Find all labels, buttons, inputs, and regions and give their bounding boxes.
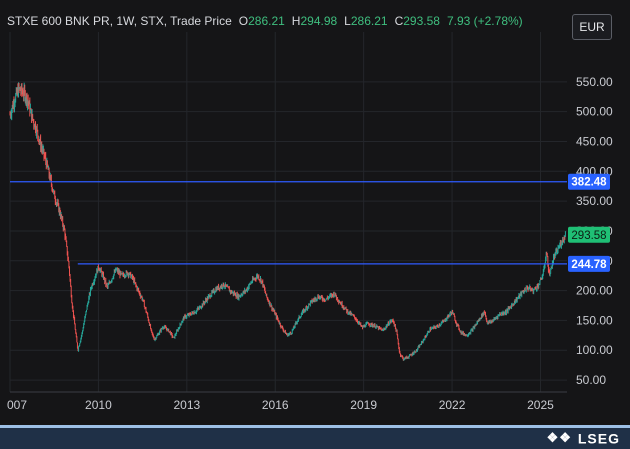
y-tick-label: 200.00 [576,284,613,298]
level-price-label: 244.78 [571,259,607,271]
instrument-name: STXE 600 BNK PR, 1W, STX, Trade Price [7,14,232,28]
high-value: 294.98 [300,14,338,28]
level-price-tag [568,173,610,190]
currency-button[interactable]: EUR [572,14,612,40]
y-tick-label: 550.00 [576,75,613,89]
y-tick-label: 150.00 [576,313,613,327]
x-tick-label: 2013 [173,398,200,412]
level-price-label: 382.48 [571,177,607,189]
high-key: H [291,14,301,28]
x-tick-label: 2010 [85,398,112,412]
y-tick-label: 100.00 [576,343,613,357]
y-tick-label: 500.00 [576,105,613,119]
x-tick-label: 2016 [262,398,289,412]
last-price-label: 293.58 [571,230,606,242]
price-chart[interactable]: 550.00500.00450.00400.00350.00300.00250.… [0,0,630,425]
open-value: 286.21 [248,14,285,28]
level-price-tag [568,255,610,272]
change-value: 7.93 (+2.78%) [446,14,523,28]
chart-canvas[interactable]: 550.00500.00450.00400.00350.00300.00250.… [0,0,630,425]
close-key: C [394,14,404,28]
x-tick-label: 2019 [350,398,377,412]
x-tick-label: 2022 [439,398,466,412]
last-price-tag [568,226,610,243]
lseg-mark-icon: ❖❖ [546,430,572,446]
x-tick-label: 007 [7,398,27,412]
y-tick-label: 450.00 [576,134,613,148]
time-axis: 007 2010 2013 2016 2019 2022 2025 [7,391,567,412]
chart-legend: STXE 600 BNK PR, 1W, STX, Trade Price O28… [7,14,523,28]
open-key: O [238,14,249,28]
low-value: 286.21 [350,14,388,28]
candlestick-series [9,82,566,361]
low-key: L [344,14,351,28]
y-tick-label: 350.00 [576,194,613,208]
x-tick-label: 2025 [527,398,554,412]
close-value: 293.58 [403,14,440,28]
logo-text: LSEG [577,430,620,447]
footer-bar [0,425,630,449]
y-tick-label: 50.00 [576,373,606,387]
footer-divider [0,425,630,428]
lseg-logo: ❖❖ LSEG [547,429,620,446]
